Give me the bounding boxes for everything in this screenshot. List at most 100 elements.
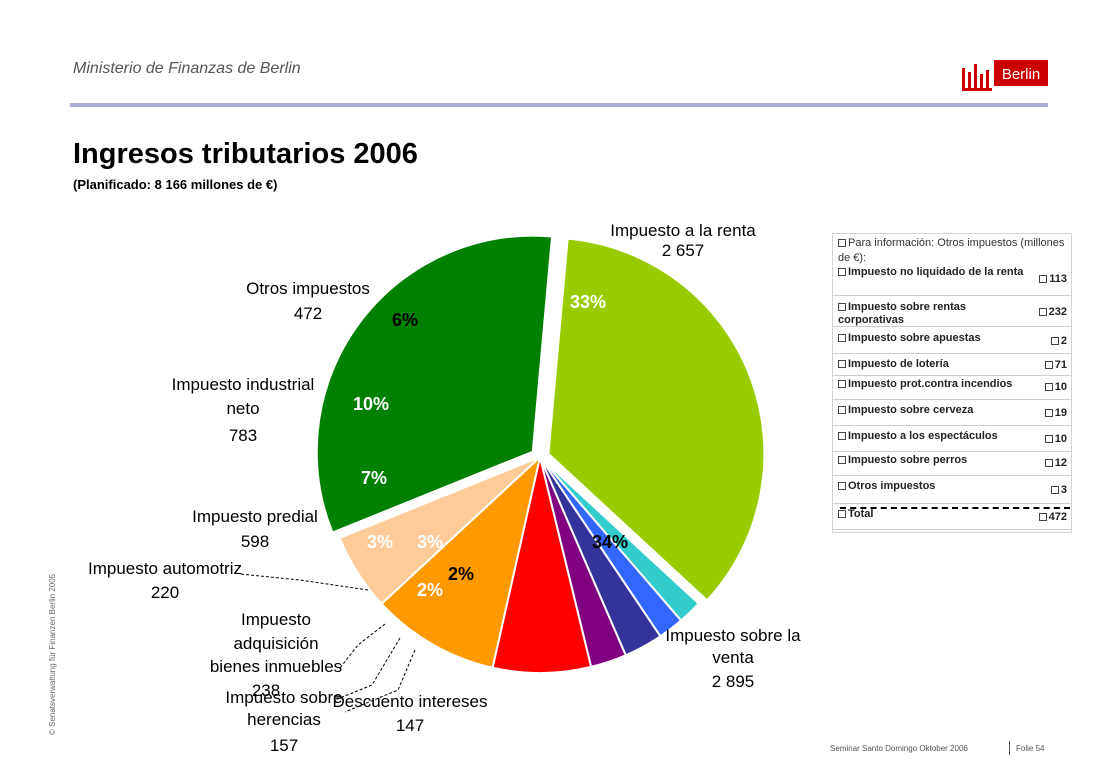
- info-row-value: 12: [1044, 457, 1067, 469]
- bullet-icon: [1039, 275, 1048, 283]
- chart-title: Ingresos tributarios 2006: [73, 138, 418, 170]
- info-row-name: Impuesto sobre rentas corporativas: [838, 301, 966, 326]
- slice-value-label: 220: [151, 583, 179, 602]
- slice-name-label: herencias: [247, 710, 321, 729]
- slice-percent-label: 2%: [417, 580, 443, 600]
- bullet-icon: [1050, 337, 1059, 345]
- bullet-icon: [838, 268, 846, 276]
- leader-line: [239, 573, 369, 591]
- bullet-icon: [838, 510, 846, 518]
- info-table: Para información: Otros impuestos (millo…: [832, 233, 1072, 533]
- header-rule: [70, 103, 1048, 107]
- pie-slice: [547, 237, 766, 602]
- berlin-logo: Berlin: [962, 60, 1048, 91]
- info-row-value: 472: [1038, 511, 1067, 523]
- bullet-icon: [1038, 513, 1047, 521]
- info-table-row: Impuesto sobre apuestas 2: [833, 330, 1071, 354]
- info-table-row: Impuesto no liquidado de la renta 113: [833, 264, 1071, 296]
- info-row-value: 3: [1050, 484, 1067, 496]
- bullet-icon: [1044, 361, 1053, 369]
- slice-name-label: Impuesto automotriz: [88, 559, 242, 578]
- info-table-row: Impuesto de lotería 71: [833, 356, 1071, 376]
- slice-value-label: 2 657: [662, 241, 705, 260]
- info-table-row: Total 472: [833, 506, 1071, 530]
- info-row-name: Otros impuestos: [838, 480, 1028, 493]
- info-row-value: 71: [1044, 359, 1067, 371]
- info-row-name: Impuesto sobre perros: [838, 454, 1028, 467]
- slice-name-label: Impuesto industrial: [172, 375, 315, 394]
- slice-name-label: Impuesto a la renta: [610, 221, 756, 240]
- info-table-title: Para información: Otros impuestos (millo…: [838, 237, 1065, 264]
- info-table-row: Impuesto sobre rentas corporativas 232: [833, 299, 1071, 327]
- slice-value-label: 598: [241, 532, 269, 551]
- info-table-row: Impuesto sobre perros 12: [833, 452, 1071, 476]
- slice-percent-label: 7%: [361, 468, 387, 488]
- footer-slide-number: Folie 54: [1016, 744, 1045, 753]
- bullet-icon: [1044, 409, 1053, 417]
- slice-value-label: 472: [294, 304, 322, 323]
- slice-name-label: neto: [226, 399, 259, 418]
- slice-value-label: 238: [252, 681, 280, 700]
- chart-subtitle: (Planificado: 8 166 millones de €): [73, 177, 278, 192]
- info-row-name: Impuesto a los espectáculos: [838, 430, 1028, 443]
- info-row-value: 10: [1044, 433, 1067, 445]
- total-separator: [840, 507, 1070, 509]
- info-row-value: 113: [1039, 273, 1067, 285]
- pie-slice: [491, 456, 593, 674]
- bullet-icon: [838, 303, 846, 311]
- bullet-icon: [838, 406, 846, 414]
- info-row-name: Total: [838, 508, 1028, 521]
- slice-value-label: 2 895: [712, 672, 755, 691]
- leader-line: [339, 623, 386, 669]
- bullet-icon: [1038, 308, 1047, 316]
- pie-slice: [338, 456, 541, 606]
- bullet-icon: [838, 482, 846, 490]
- bullet-icon: [838, 432, 846, 440]
- slice-percent-label: 33%: [570, 292, 606, 312]
- bullet-icon: [1044, 383, 1053, 391]
- slice-name-label: Impuesto: [241, 610, 311, 629]
- bullet-icon: [1044, 459, 1053, 467]
- info-table-row: Impuesto a los espectáculos 10: [833, 428, 1071, 452]
- slice-value-label: 783: [229, 426, 257, 445]
- bullet-icon: [838, 380, 846, 388]
- info-row-name: Impuesto sobre apuestas: [838, 332, 1028, 345]
- slice-percent-label: 10%: [353, 394, 389, 414]
- info-row-name: Impuesto prot.contra incendios: [838, 378, 1028, 391]
- bullet-icon: [1050, 486, 1059, 494]
- slice-value-label: 157: [270, 736, 298, 755]
- ministry-name: Ministerio de Finanzas de Berlin: [73, 60, 301, 77]
- info-row-value: 19: [1044, 407, 1067, 419]
- info-row-value: 2: [1050, 335, 1067, 347]
- bullet-icon: [838, 360, 846, 368]
- footer-separator: [1009, 741, 1010, 755]
- slice-name-label: adquisición: [233, 634, 318, 653]
- pie-slice: [380, 454, 542, 669]
- info-table-row: Impuesto sobre cerveza 19: [833, 402, 1071, 426]
- logo-text: Berlin: [1002, 66, 1040, 83]
- info-row-value: 232: [1038, 306, 1067, 318]
- slice-name-label: Otros impuestos: [246, 279, 370, 298]
- slice-name-label: Impuesto sobre la: [665, 626, 801, 645]
- info-table-row: Impuesto prot.contra incendios 10: [833, 376, 1071, 400]
- slice-name-label: bienes inmuebles: [210, 657, 342, 676]
- slice-name-label: venta: [712, 648, 754, 667]
- slice-percent-label: 2%: [448, 564, 474, 584]
- pie-slice: [315, 234, 554, 534]
- slice-percent-label: 34%: [592, 532, 628, 552]
- slice-value-label: 147: [396, 716, 424, 735]
- slice-percent-label: 3%: [367, 532, 393, 552]
- slice-name-label: Descuento intereses: [333, 692, 488, 711]
- slice-name-label: Impuesto sobre: [225, 688, 342, 707]
- slice-name-label: Impuesto predial: [192, 507, 318, 526]
- info-row-name: Impuesto de lotería: [838, 358, 1028, 371]
- footer-seminar: Seminar Santo Domingo Oktober 2006: [830, 744, 968, 753]
- slice-percent-label: 3%: [417, 532, 443, 552]
- bullet-icon: [838, 334, 846, 342]
- bullet-icon: [838, 239, 846, 247]
- bullet-icon: [1044, 435, 1053, 443]
- bullet-icon: [838, 456, 846, 464]
- info-row-name: Impuesto no liquidado de la renta: [838, 266, 1028, 279]
- info-table-row: Otros impuestos 3: [833, 478, 1071, 504]
